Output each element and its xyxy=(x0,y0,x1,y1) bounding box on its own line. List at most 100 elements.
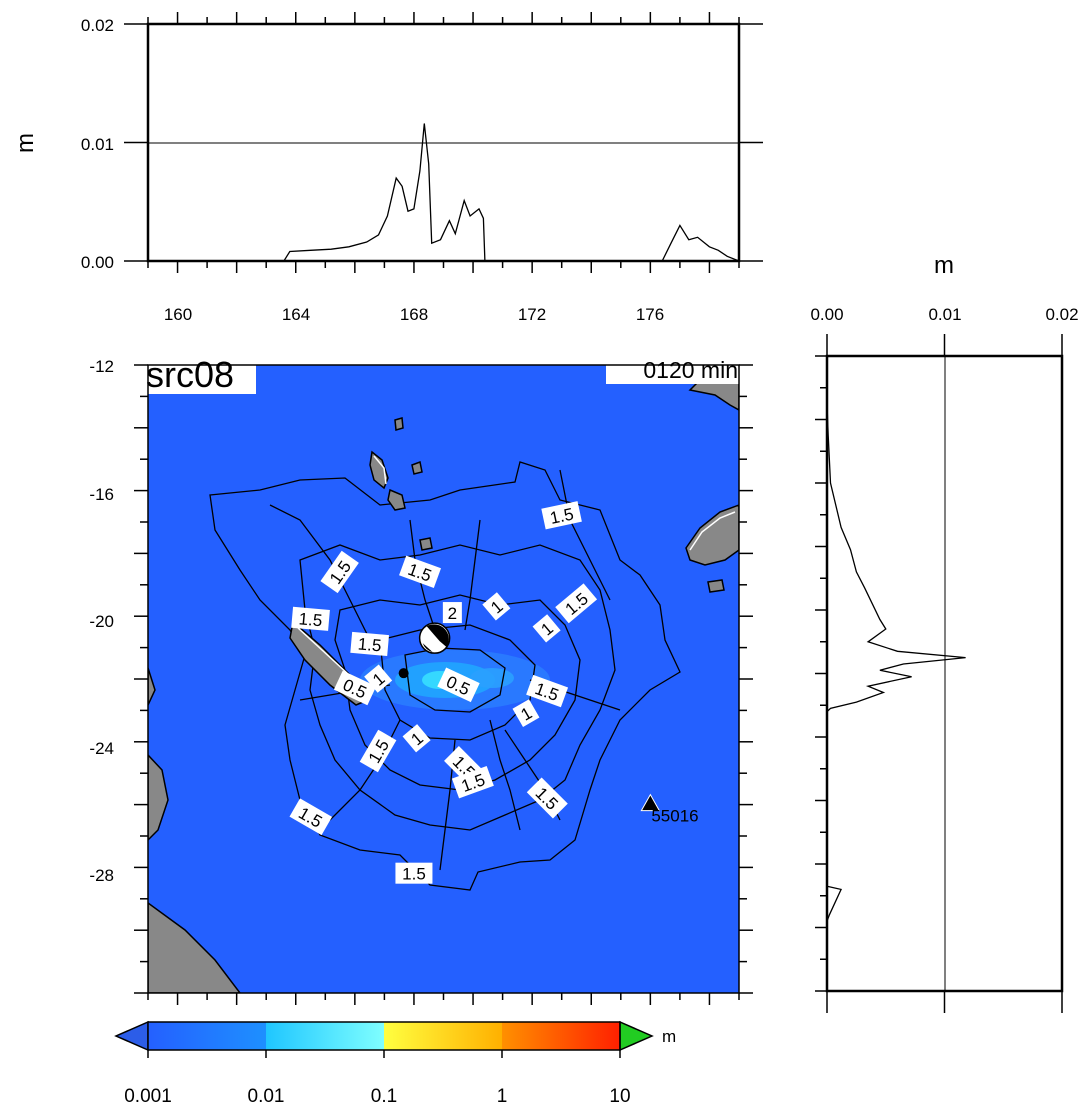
colorbar-under-arrow xyxy=(114,1020,149,1052)
map-ytick-label: -28 xyxy=(89,866,114,885)
right-tick-marks xyxy=(815,334,1063,1013)
top-ytick-label: 0.01 xyxy=(81,135,114,154)
colorbar-tick-label: 0.001 xyxy=(124,1086,172,1107)
land-mass xyxy=(148,667,156,706)
top-xtick-label: 172 xyxy=(518,305,546,324)
station-label: 55016 xyxy=(651,807,698,826)
contour-label: 1 xyxy=(512,699,540,727)
colorbar-tick-label: 1 xyxy=(497,1086,508,1107)
right-xtick-label: 0.02 xyxy=(1045,305,1078,324)
contour-label-box xyxy=(541,501,582,530)
contour-line xyxy=(269,504,371,641)
contour-label-box xyxy=(555,583,598,624)
colorbar-bin xyxy=(266,1022,384,1050)
title-box xyxy=(144,354,256,394)
contour-line xyxy=(489,719,521,831)
contour-label-box xyxy=(482,592,511,621)
land-mass xyxy=(685,504,739,566)
focal-mechanism-compression xyxy=(426,624,449,648)
contour-label: 1.5 xyxy=(350,631,390,657)
colorbar: m 0.001 0.01 0.1 1 10 xyxy=(114,1020,676,1107)
time-box xyxy=(606,354,741,384)
contour-label: 1.5 xyxy=(399,555,442,588)
contour-label: 1.5 xyxy=(526,674,569,708)
contour-label-group: 1.51.5 1.51.51.51.51.51.51.51.51.51.51.51… xyxy=(289,501,598,884)
map-ytick-label: -12 xyxy=(89,357,114,376)
land-mass xyxy=(707,579,725,593)
contour-label-text: 1.5 xyxy=(548,504,575,527)
contour-line xyxy=(334,594,581,791)
amplitude-zone xyxy=(470,668,514,688)
contour-line xyxy=(299,544,616,831)
right-profile-panel: m 0.00 0.01 0.02 xyxy=(810,252,1079,1013)
epicenter-dot xyxy=(398,668,409,679)
colorbar-ticks xyxy=(147,1050,621,1058)
contour-label: 1.5 xyxy=(291,606,330,631)
contour-line xyxy=(209,461,681,891)
contour-label-text: 1.5 xyxy=(357,634,382,655)
top-xtick-label: 164 xyxy=(282,305,310,324)
contour-label-text: 2 xyxy=(448,604,457,623)
map-tick-marks xyxy=(134,364,753,1005)
colorbar-unit: m xyxy=(662,1027,676,1046)
contour-label: 2 xyxy=(442,602,462,624)
contour-label: 1 xyxy=(364,664,393,693)
contour-label-box xyxy=(333,670,377,706)
contour-label: 1 xyxy=(482,592,511,621)
contour-label-text: 1.5 xyxy=(402,865,426,884)
map-panel: 1.51.5 1.51.51.51.51.51.51.51.51.51.51.51… xyxy=(89,354,753,1005)
right-xlabel: m xyxy=(934,252,954,279)
contour-label-box xyxy=(395,862,433,884)
land-mass xyxy=(394,417,404,431)
map-ytick-label: -24 xyxy=(89,739,114,758)
top-profile-panel: 0.02 0.01 0.00 m 160 164 168 172 176 xyxy=(12,12,763,324)
land-mass xyxy=(411,460,423,475)
contour-label-box xyxy=(291,606,330,631)
contour-label-box xyxy=(399,555,442,588)
time-label: 0120 min xyxy=(643,357,738,383)
right-xtick-label: 0.01 xyxy=(928,305,961,324)
land-mass xyxy=(387,488,406,511)
contour-label-box xyxy=(526,777,568,819)
land-mass xyxy=(419,537,433,551)
map-title: src08 xyxy=(146,354,234,395)
focal-mechanism-compression xyxy=(422,643,433,653)
contour-label-box xyxy=(512,699,540,727)
top-tick-marks xyxy=(124,12,763,273)
contour-lines xyxy=(209,461,681,891)
contour-label: 1.5 xyxy=(451,765,494,799)
land-mass xyxy=(369,450,389,490)
top-profile-line xyxy=(148,123,740,262)
top-ylabel: m xyxy=(12,133,39,153)
contour-label-box xyxy=(437,667,480,703)
contour-line xyxy=(559,469,611,601)
contour-label-box xyxy=(350,631,390,657)
colorbar-tick-label: 0.01 xyxy=(248,1086,285,1107)
contour-label-text: 1.5 xyxy=(298,609,323,630)
coastline-outlines xyxy=(297,455,736,675)
contour-label: 1.5 xyxy=(395,862,433,884)
coastline xyxy=(689,511,736,551)
colorbar-tick-label: 10 xyxy=(609,1086,630,1107)
top-xtick-label: 176 xyxy=(636,305,664,324)
colorbar-tick-label: 0.1 xyxy=(371,1086,397,1107)
map-ytick-label: -16 xyxy=(89,485,114,504)
contour-line xyxy=(464,519,481,631)
colorbar-over-arrow xyxy=(619,1020,654,1052)
colorbar-bin xyxy=(502,1022,620,1050)
contour-label-box xyxy=(526,674,569,708)
contour-label: 1 xyxy=(532,614,561,643)
coastline xyxy=(373,455,387,485)
top-ytick-label: 0.00 xyxy=(81,253,114,272)
earthquake-source-marker xyxy=(418,622,451,654)
contour-label-box xyxy=(364,664,393,693)
contour-label-box xyxy=(359,729,397,773)
contour-label-box xyxy=(532,614,561,643)
colorbar-bin xyxy=(384,1022,502,1050)
contour-label-box xyxy=(402,724,431,753)
right-xtick-label: 0.00 xyxy=(810,305,843,324)
contour-label: 1.5 xyxy=(541,501,582,530)
contour-line xyxy=(404,647,506,713)
top-xtick-label: 168 xyxy=(400,305,428,324)
